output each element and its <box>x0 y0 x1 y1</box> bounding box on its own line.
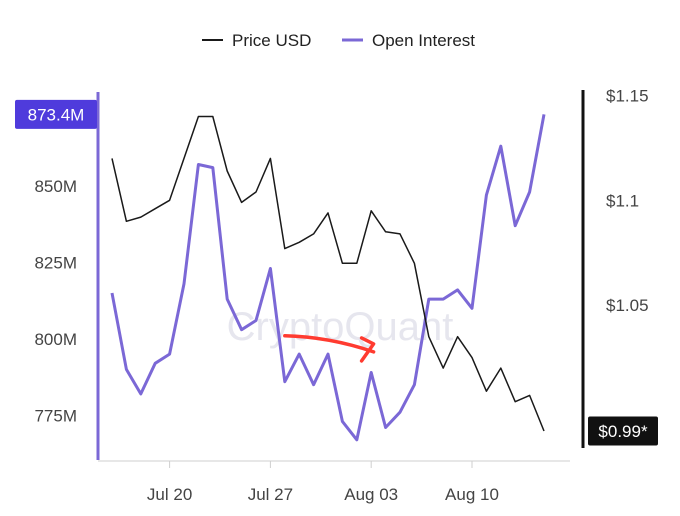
x-tick-label: Aug 10 <box>445 485 499 504</box>
right-tick-label: $1.1 <box>606 191 639 210</box>
left-axis-ticks: 775M 800M 825M 850M <box>34 177 77 425</box>
annotation-arrow <box>283 334 376 363</box>
left-badge-text: 873.4M <box>28 105 85 124</box>
left-tick-label: 775M <box>34 406 77 425</box>
series-line-open-interest <box>110 114 546 442</box>
left-tick-label: 800M <box>34 330 77 349</box>
right-badge-text: $0.99* <box>598 422 648 441</box>
right-value-badge: $0.99* <box>588 416 658 446</box>
right-badge-bg <box>588 416 658 446</box>
right-tick-label: $1.05 <box>606 296 649 315</box>
left-value-badge: 873.4M <box>15 99 97 129</box>
legend-oi-label: Open Interest <box>372 31 475 50</box>
left-badge-bg <box>15 99 97 129</box>
x-tick-label: Aug 03 <box>344 485 398 504</box>
x-tick-label: Jul 27 <box>248 485 293 504</box>
x-tick-label: Jul 20 <box>147 485 192 504</box>
legend-price-label: Price USD <box>232 31 311 50</box>
right-tick-label: $1.15 <box>606 87 649 106</box>
left-tick-label: 850M <box>34 177 77 196</box>
series-line-price-usd <box>111 115 545 432</box>
right-axis-ticks: $1.15 $1.1 $1.05 <box>606 87 649 316</box>
left-tick-label: 825M <box>34 253 77 272</box>
legend: Price USD Open Interest <box>202 31 475 50</box>
x-axis-ticks: Jul 20 Jul 27 Aug 03 Aug 10 <box>147 461 499 504</box>
